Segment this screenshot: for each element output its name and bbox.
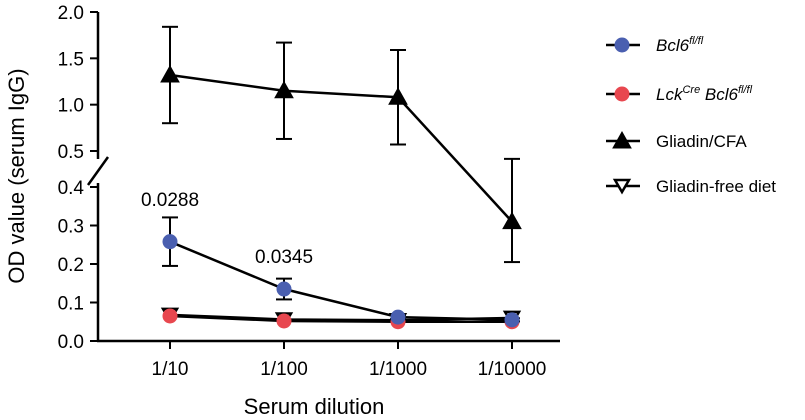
x-tick-label: 1/10000	[478, 359, 547, 380]
data-point	[274, 80, 294, 99]
y-tick-label: 2.0	[58, 3, 84, 24]
p-value-annotation: 0.0345	[255, 247, 313, 268]
series-line	[169, 314, 512, 323]
data-point	[276, 281, 292, 297]
data-point	[276, 313, 292, 329]
x-tick-label: 1/10	[152, 359, 189, 380]
series-line	[169, 240, 513, 322]
legend-marker	[614, 37, 630, 53]
data-point	[390, 309, 406, 325]
y-tick-label: 0.3	[58, 217, 84, 238]
y-tick-label: 0.1	[58, 294, 84, 315]
series-line	[169, 73, 513, 223]
p-value-annotation: 0.0288	[141, 190, 199, 211]
legend-label: Bcl6fl/fl	[656, 35, 704, 55]
legend-label: LckCre Bcl6fl/fl	[656, 84, 753, 104]
legend-marker	[612, 178, 632, 195]
legend-marker	[612, 130, 632, 149]
y-axis-label: OD value (serum IgG)	[4, 68, 29, 283]
y-tick-label: 1.5	[58, 49, 84, 70]
data-point	[162, 234, 178, 250]
legend-marker	[614, 86, 630, 102]
x-axis-label: Serum dilution	[244, 394, 385, 419]
data-point	[502, 211, 522, 230]
x-tick-label: 1/1000	[369, 359, 427, 380]
legend-label: Gliadin/CFA	[656, 132, 747, 151]
axis-break-mark	[86, 156, 110, 186]
data-point	[160, 64, 180, 83]
data-point	[162, 308, 178, 324]
legend-label: Gliadin-free diet	[656, 177, 776, 196]
y-tick-label: 0.5	[58, 142, 84, 163]
y-tick-label: 1.0	[58, 96, 84, 117]
y-tick-label: 0.4	[58, 178, 85, 199]
x-tick-label: 1/100	[260, 359, 308, 380]
y-tick-label: 0.0	[58, 332, 84, 353]
data-point	[504, 312, 520, 328]
data-point	[388, 87, 408, 105]
y-tick-label: 0.2	[58, 255, 84, 276]
